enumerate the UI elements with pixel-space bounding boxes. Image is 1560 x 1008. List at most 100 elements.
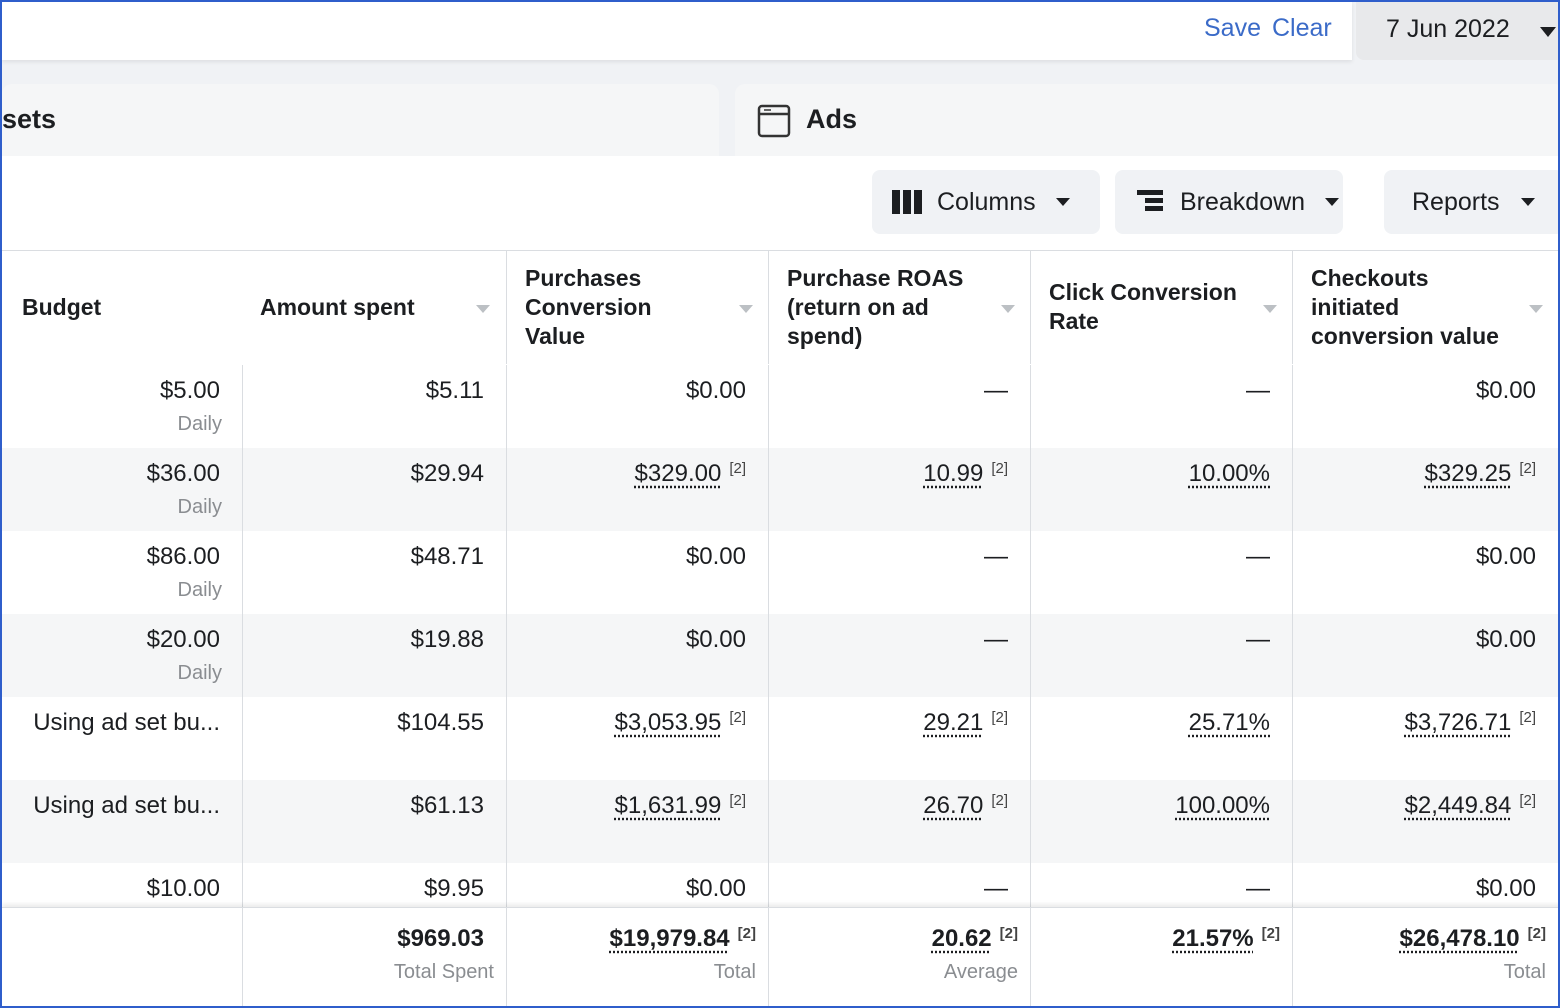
column-divider xyxy=(768,908,769,1006)
cell-value: $329.25 [2] xyxy=(1292,460,1536,488)
column-divider xyxy=(768,780,769,863)
column-divider xyxy=(242,365,243,448)
column-divider xyxy=(506,780,507,863)
value-text: $104.55 xyxy=(397,709,484,736)
cell-value: 26.70 [2] xyxy=(768,792,1008,820)
sort-arrow xyxy=(1263,305,1277,313)
value-text: $969.03 xyxy=(397,925,484,952)
button-label: Columns xyxy=(937,188,1036,216)
value-text: $29.94 xyxy=(410,460,484,487)
budget-period: Daily xyxy=(177,496,222,518)
clear-link[interactable]: Clear xyxy=(1272,14,1332,42)
tab-label: Ads xyxy=(806,104,858,134)
value-text: $0.00 xyxy=(685,377,746,404)
footnote-ref: [2] xyxy=(737,925,756,942)
value-text: — xyxy=(1246,377,1270,404)
header-row xyxy=(2,250,1558,366)
column-divider xyxy=(1292,863,1293,946)
value-text: $0.00 xyxy=(685,543,746,570)
ad-sets-tab[interactable]: sets xyxy=(2,84,719,156)
button-label: Breakdown xyxy=(1180,188,1306,216)
column-divider xyxy=(768,697,769,780)
footnote-ref: [2] xyxy=(1519,709,1536,726)
column-divider xyxy=(506,863,507,946)
dropdown-arrow xyxy=(1521,198,1535,206)
reports-button[interactable]: Reports xyxy=(1384,170,1558,234)
column-divider xyxy=(1292,780,1293,863)
top-bar xyxy=(2,2,1352,60)
budget-period: Daily xyxy=(177,413,222,435)
header-text: Purchase ROAS (return on ad spend) xyxy=(787,264,964,349)
value-text: 100.00% xyxy=(1175,792,1270,819)
value-text: $0.00 xyxy=(685,875,746,902)
column-divider xyxy=(768,365,769,448)
table-row: $20.00 Daily $19.88 $0.00 — — $0.00 xyxy=(2,614,1558,697)
budget-value: $20.00 xyxy=(146,626,220,653)
cell-value: — xyxy=(1030,875,1270,903)
value-text: $61.13 xyxy=(410,792,484,819)
budget-value: $86.00 xyxy=(146,543,220,570)
value-text: — xyxy=(984,626,1008,653)
cell-value: $19.88 xyxy=(242,626,484,654)
cell-value: $0.00 xyxy=(1292,377,1536,405)
column-divider xyxy=(1030,531,1031,614)
footnote-ref: [2] xyxy=(729,792,746,809)
value-text: $3,726.71 xyxy=(1404,709,1512,736)
footnote-ref: [2] xyxy=(991,460,1008,477)
column-divider xyxy=(242,697,243,780)
column-divider xyxy=(1292,697,1293,780)
date-picker[interactable]: 7 Jun 2022 xyxy=(1356,2,1558,60)
value-text: $0.00 xyxy=(685,626,746,653)
value-text: 10.99 xyxy=(923,460,984,487)
cell-value: $3,726.71 [2] xyxy=(1292,709,1536,737)
column-divider xyxy=(1292,908,1293,1006)
columns-button[interactable]: Columns xyxy=(872,170,1100,234)
column-divider xyxy=(506,365,507,448)
dropdown-arrow xyxy=(1056,198,1070,206)
ads-icon xyxy=(757,104,791,138)
value-text: $329.00 xyxy=(634,460,722,487)
cell-value: $2,449.84 [2] xyxy=(1292,792,1536,820)
value-text: $0.00 xyxy=(1475,377,1536,404)
value-text: 29.21 xyxy=(923,709,984,736)
header-text: Amount spent xyxy=(260,293,415,320)
total-label: Total Spent xyxy=(393,961,494,983)
value-text: $5.11 xyxy=(425,377,484,404)
cell-value: $0.00 xyxy=(1292,875,1536,903)
budget-period: Daily xyxy=(177,579,222,601)
save-link[interactable]: Save xyxy=(1204,14,1261,42)
budget-value: Using ad set bu... xyxy=(33,792,220,819)
value-text: 10.00% xyxy=(1188,460,1270,487)
column-divider xyxy=(1030,448,1031,531)
cell-value: — xyxy=(768,875,1008,903)
column-header: Click Conversion Rate xyxy=(1030,250,1293,364)
value-text: $0.00 xyxy=(1475,626,1536,653)
table-row: Using ad set bu... $104.55 $3,053.95 [2] 29.… xyxy=(2,697,1558,780)
cell-value: $104.55 xyxy=(242,709,484,737)
footnote-ref: [2] xyxy=(1261,925,1280,942)
footnote-ref: [2] xyxy=(1519,460,1536,477)
sort-arrow xyxy=(1529,305,1543,313)
breakdown-button[interactable]: Breakdown xyxy=(1115,170,1343,234)
sort-arrow xyxy=(1001,305,1015,313)
value-text: 20.62 xyxy=(931,925,992,952)
cell-value: $0.00 xyxy=(506,626,746,654)
table-row: Using ad set bu... $61.13 $1,631.99 [2] 26.7… xyxy=(2,780,1558,863)
column-divider xyxy=(242,531,243,614)
value-text: $48.71 xyxy=(410,543,484,570)
ads-tab[interactable]: Ads xyxy=(735,84,1558,156)
column-divider xyxy=(506,614,507,697)
button-label: Reports xyxy=(1412,188,1500,216)
dropdown-arrow xyxy=(1325,198,1339,206)
footnote-ref: [2] xyxy=(729,460,746,477)
value-text: — xyxy=(1246,543,1270,570)
table-row: $5.00 Daily $5.11 $0.00 — — $0.00 xyxy=(2,365,1558,448)
value-text: $9.95 xyxy=(423,875,484,902)
column-divider xyxy=(1292,531,1293,614)
cell-value: 100.00% xyxy=(1030,792,1270,820)
budget-period: Daily xyxy=(177,662,222,684)
column-divider xyxy=(506,448,507,531)
value-text: — xyxy=(984,543,1008,570)
value-text: 25.71% xyxy=(1188,709,1270,736)
